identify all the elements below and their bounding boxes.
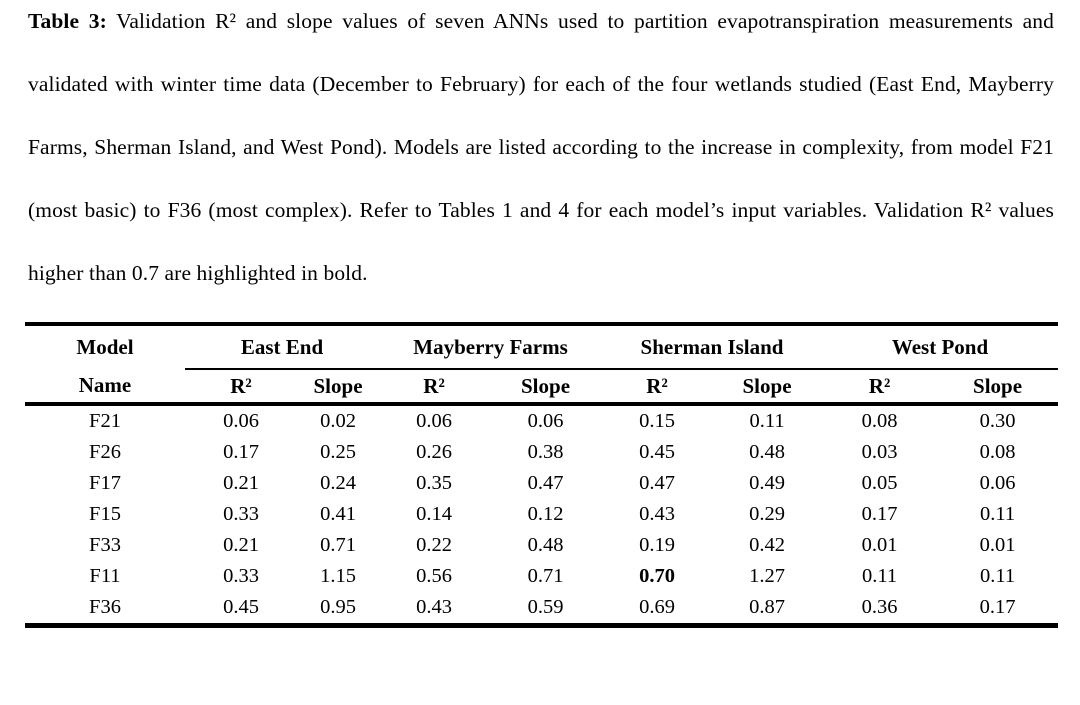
value-cell: 0.33 xyxy=(223,565,259,587)
model-name-cell: F17 xyxy=(89,472,121,494)
r2-header-east-end: R² xyxy=(185,369,297,406)
value-cell: 0.95 xyxy=(320,596,356,618)
model-name-cell: F21 xyxy=(89,410,121,432)
value-cell: 0.14 xyxy=(416,503,452,525)
value-cell: 0.69 xyxy=(639,596,675,618)
r2-header-sherman-island: R² xyxy=(602,369,713,406)
value-cell: 0.29 xyxy=(749,503,785,525)
table-row: F26 0.17 0.25 0.26 0.38 0.45 0.48 0.03 0.08 xyxy=(25,437,1058,468)
value-cell: 0.59 xyxy=(527,596,564,618)
value-cell: 0.11 xyxy=(979,565,1016,587)
value-cell: 0.01 xyxy=(861,534,898,556)
value-cell: 0.33 xyxy=(223,503,259,525)
value-cell: 0.11 xyxy=(749,410,785,432)
value-cell: 0.48 xyxy=(527,534,564,556)
value-cell: 0.25 xyxy=(320,441,356,463)
value-cell: 0.49 xyxy=(749,472,785,494)
value-cell: 1.15 xyxy=(320,565,356,587)
model-header: Model xyxy=(76,335,134,359)
value-cell: 0.47 xyxy=(527,472,564,494)
model-name-cell: F36 xyxy=(89,596,121,618)
value-cell: 0.08 xyxy=(979,441,1016,463)
table-row: F36 0.45 0.95 0.43 0.59 0.69 0.87 0.36 0.17 xyxy=(25,592,1058,626)
table-header: Model East End Mayberry Farms Sherman Is… xyxy=(25,324,1059,406)
value-cell: 0.19 xyxy=(639,534,675,556)
value-cell: 0.06 xyxy=(527,410,564,432)
value-cell: 0.22 xyxy=(416,534,452,556)
slope-header-east-end: Slope xyxy=(297,369,380,406)
value-cell: 0.17 xyxy=(979,596,1016,618)
slope-header-west-pond: Slope xyxy=(937,369,1059,406)
value-cell: 0.17 xyxy=(861,503,898,525)
value-cell: 0.01 xyxy=(979,534,1016,556)
value-cell: 0.21 xyxy=(223,472,259,494)
model-name-cell: F33 xyxy=(89,534,121,556)
value-cell: 0.30 xyxy=(979,410,1016,432)
table-row: F21 0.06 0.02 0.06 0.06 0.15 0.11 0.08 0.30 xyxy=(25,404,1058,437)
validation-table: Model East End Mayberry Farms Sherman Is… xyxy=(25,322,1059,628)
value-cell: 0.71 xyxy=(320,534,356,556)
value-cell: 0.43 xyxy=(416,596,452,618)
slope-header-mayberry-farms: Slope xyxy=(489,369,603,406)
group-header-mayberry-farms: Mayberry Farms xyxy=(379,324,603,370)
value-cell: 0.06 xyxy=(223,410,259,432)
value-cell: 0.87 xyxy=(749,596,785,618)
value-cell: 0.08 xyxy=(861,410,898,432)
slope-header-sherman-island: Slope xyxy=(712,369,823,406)
model-name-cell: F11 xyxy=(89,565,121,587)
table-row: F15 0.33 0.41 0.14 0.12 0.43 0.29 0.17 0.11 xyxy=(25,499,1058,530)
value-cell: 0.11 xyxy=(861,565,898,587)
group-header-sherman-island: Sherman Island xyxy=(602,324,823,370)
value-cell: 0.11 xyxy=(979,503,1016,525)
value-cell: 0.45 xyxy=(639,441,675,463)
value-cell: 0.06 xyxy=(979,472,1016,494)
value-cell: 0.05 xyxy=(861,472,898,494)
value-cell: 0.45 xyxy=(223,596,259,618)
value-cell: 0.15 xyxy=(639,410,675,432)
value-cell: 0.36 xyxy=(861,596,898,618)
value-cell: 0.48 xyxy=(749,441,785,463)
value-cell: 0.41 xyxy=(320,503,356,525)
value-cell: 0.35 xyxy=(416,472,452,494)
value-cell: 0.06 xyxy=(416,410,452,432)
table-body: F21 0.06 0.02 0.06 0.06 0.15 0.11 0.08 0.30 F26 0.… xyxy=(25,404,1058,626)
table-caption: Table 3: Validation R² and slope values … xyxy=(0,0,1080,305)
value-cell: 0.71 xyxy=(527,565,564,587)
value-cell: 0.26 xyxy=(416,441,452,463)
r2-header-mayberry-farms: R² xyxy=(379,369,490,406)
group-header-east-end: East End xyxy=(185,324,380,370)
name-header: Name xyxy=(25,369,185,406)
subheader-row: Name R² Slope R² Slope R² Slope R² Slope xyxy=(25,369,1059,406)
value-cell: 1.27 xyxy=(749,565,785,587)
value-cell: 0.70 xyxy=(639,565,675,587)
value-cell: 0.17 xyxy=(223,441,259,463)
group-header-west-pond: West Pond xyxy=(822,324,1059,370)
value-cell: 0.43 xyxy=(639,503,675,525)
value-cell: 0.38 xyxy=(527,441,564,463)
table-row: F33 0.21 0.71 0.22 0.48 0.19 0.42 0.01 0.01 xyxy=(25,530,1058,561)
value-cell: 0.21 xyxy=(223,534,259,556)
value-cell: 0.42 xyxy=(749,534,785,556)
model-name-cell: F15 xyxy=(89,503,121,525)
model-name-cell: F26 xyxy=(89,441,121,463)
caption-label: Table 3: xyxy=(28,9,107,33)
value-cell: 0.47 xyxy=(639,472,675,494)
value-cell: 0.56 xyxy=(416,565,452,587)
caption-text: Validation R² and slope values of seven … xyxy=(28,9,1054,285)
table-row: F11 0.33 1.15 0.56 0.71 0.70 1.27 0.11 0.11 xyxy=(25,561,1058,592)
value-cell: 0.03 xyxy=(861,441,898,463)
group-header-row: Model East End Mayberry Farms Sherman Is… xyxy=(25,324,1059,370)
value-cell: 0.24 xyxy=(320,472,356,494)
r2-header-west-pond: R² xyxy=(822,369,938,406)
table-row: F17 0.21 0.24 0.35 0.47 0.47 0.49 0.05 0.06 xyxy=(25,468,1058,499)
value-cell: 0.02 xyxy=(320,410,356,432)
value-cell: 0.12 xyxy=(527,503,564,525)
